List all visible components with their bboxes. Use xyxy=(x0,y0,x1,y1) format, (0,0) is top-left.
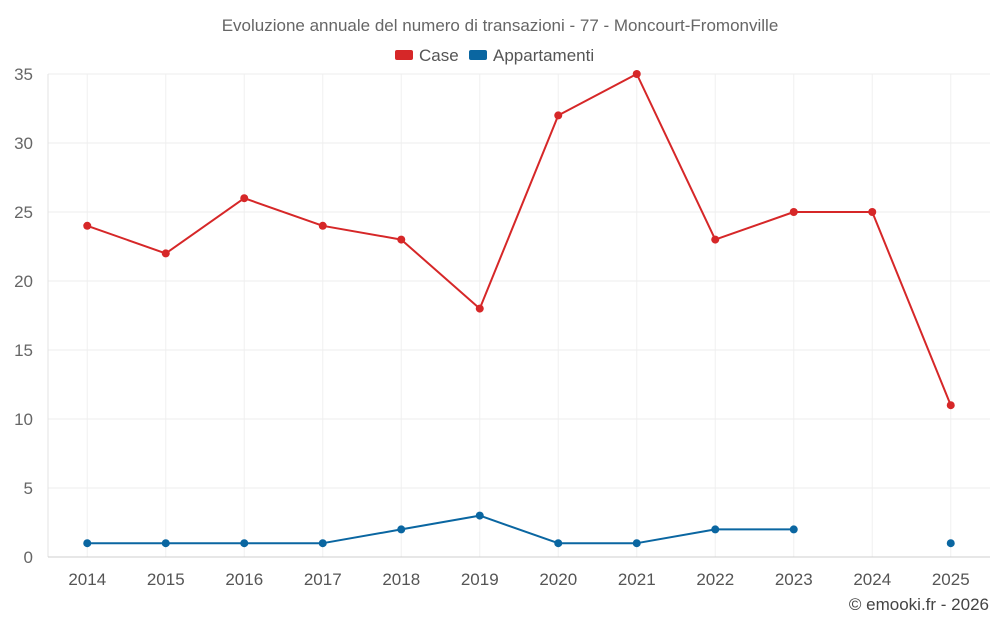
x-tick-label: 2020 xyxy=(539,570,577,589)
data-point-case-2019[interactable] xyxy=(475,304,484,313)
x-axis: 2014 2015 2016 2017 2018 2019 2020 2021 2022 2023… xyxy=(48,556,990,589)
series-line-case xyxy=(86,73,952,406)
legend-item-case[interactable]: Case xyxy=(395,46,459,65)
y-tick-label: 0 xyxy=(24,548,33,567)
series-layer xyxy=(83,70,955,548)
data-point-case-2018[interactable] xyxy=(397,235,406,244)
data-point-appartamenti-2022[interactable] xyxy=(711,525,720,534)
legend-swatch-appartamenti xyxy=(469,50,487,60)
y-tick-label: 5 xyxy=(24,479,33,498)
x-tick-label: 2019 xyxy=(461,570,499,589)
data-point-appartamenti-2016[interactable] xyxy=(240,539,249,548)
legend-label-case: Case xyxy=(419,46,459,65)
data-point-appartamenti-2025[interactable] xyxy=(946,539,955,548)
y-tick-label: 10 xyxy=(14,410,33,429)
legend-item-appartamenti[interactable]: Appartamenti xyxy=(469,46,594,65)
series-line-appartamenti xyxy=(87,516,951,544)
data-point-case-2015[interactable] xyxy=(161,249,170,258)
chart-title: Evoluzione annuale del numero di transaz… xyxy=(222,16,779,35)
data-point-appartamenti-2020[interactable] xyxy=(554,539,563,548)
x-tick-label: 2014 xyxy=(68,570,106,589)
y-tick-label: 30 xyxy=(14,134,33,153)
y-tick-label: 15 xyxy=(14,341,33,360)
x-tick-label: 2018 xyxy=(382,570,420,589)
credit-text: © emooki.fr - 2026 xyxy=(849,595,989,614)
legend: Case Appartamenti xyxy=(395,46,594,65)
data-point-case-2021[interactable] xyxy=(632,70,641,78)
data-point-appartamenti-2021[interactable] xyxy=(632,539,641,548)
data-point-case-2017[interactable] xyxy=(318,221,327,230)
x-tick-label: 2015 xyxy=(147,570,185,589)
data-point-case-2016[interactable] xyxy=(240,194,249,203)
data-point-case-2025[interactable] xyxy=(946,401,955,410)
data-point-case-2014[interactable] xyxy=(83,221,92,230)
y-tick-label: 25 xyxy=(14,203,33,222)
data-point-case-2020[interactable] xyxy=(554,111,563,120)
grid xyxy=(48,73,990,558)
series-case xyxy=(83,70,955,410)
series-appartamenti xyxy=(83,511,955,548)
x-tick-label: 2017 xyxy=(304,570,342,589)
y-tick-label: 20 xyxy=(14,272,33,291)
x-tick-label: 2023 xyxy=(775,570,813,589)
y-tick-label: 35 xyxy=(14,65,33,84)
x-tick-label: 2025 xyxy=(932,570,970,589)
legend-swatch-case xyxy=(395,50,413,60)
x-tick-label: 2016 xyxy=(225,570,263,589)
legend-label-appartamenti: Appartamenti xyxy=(493,46,594,65)
data-point-appartamenti-2014[interactable] xyxy=(83,539,92,548)
data-point-appartamenti-2019[interactable] xyxy=(475,511,484,520)
data-point-appartamenti-2015[interactable] xyxy=(161,539,170,548)
data-point-case-2022[interactable] xyxy=(711,235,720,244)
data-point-case-2023[interactable] xyxy=(789,208,798,216)
data-point-appartamenti-2023[interactable] xyxy=(789,525,798,534)
x-tick-label: 2022 xyxy=(696,570,734,589)
data-point-appartamenti-2017[interactable] xyxy=(318,539,327,548)
data-point-appartamenti-2018[interactable] xyxy=(397,525,406,534)
y-axis: 0 5 10 15 20 25 30 35 xyxy=(14,65,49,567)
data-point-case-2024[interactable] xyxy=(868,208,877,216)
x-tick-label: 2024 xyxy=(853,570,891,589)
x-tick-label: 2021 xyxy=(618,570,656,589)
